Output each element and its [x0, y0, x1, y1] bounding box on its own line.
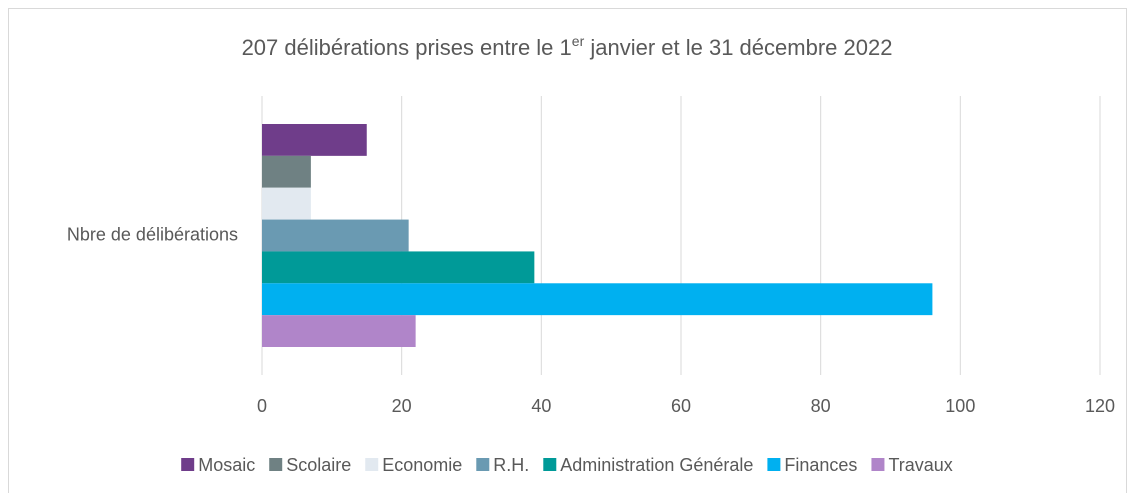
legend-label: Finances: [784, 455, 857, 475]
title-superscript: er: [572, 33, 585, 49]
legend-swatch: [269, 458, 283, 471]
legend-label: Administration Générale: [560, 455, 753, 475]
bar: [262, 283, 933, 316]
title-part: 207 délibérations prises entre le 1: [242, 35, 572, 60]
x-tick-label: 40: [531, 396, 551, 416]
chart-frame: [8, 8, 1127, 493]
legend-swatch: [181, 458, 195, 471]
title-part: janvier et le 31 décembre 2022: [584, 35, 892, 60]
bar: [262, 155, 311, 188]
x-tick-label: 20: [392, 396, 412, 416]
legend-label: Mosaic: [198, 455, 255, 475]
x-tick-label: 60: [671, 396, 691, 416]
y-tick-label: Nbre de délibérations: [67, 224, 238, 244]
bar: [262, 187, 311, 220]
legend-swatch: [767, 458, 781, 471]
legend-label: Scolaire: [286, 455, 351, 475]
legend-swatch: [365, 458, 379, 471]
bar: [262, 251, 535, 284]
legend: Mosaic Scolaire Economie R.H. Administration…: [181, 455, 953, 475]
chart-title: 207 délibérations prises entre le 1er ja…: [242, 33, 893, 60]
legend-swatch: [543, 458, 557, 471]
x-tick-label: 100: [945, 396, 975, 416]
bar: [262, 219, 409, 252]
x-tick-label: 0: [257, 396, 267, 416]
legend-swatch: [871, 458, 885, 471]
legend-label: Economie: [382, 455, 462, 475]
x-tick-label: 120: [1085, 396, 1115, 416]
legend-label: Travaux: [888, 455, 952, 475]
legend-swatch: [476, 458, 490, 471]
x-tick-label: 80: [811, 396, 831, 416]
legend-label: R.H.: [493, 455, 529, 475]
bar: [262, 124, 367, 156]
bar: [262, 315, 416, 347]
